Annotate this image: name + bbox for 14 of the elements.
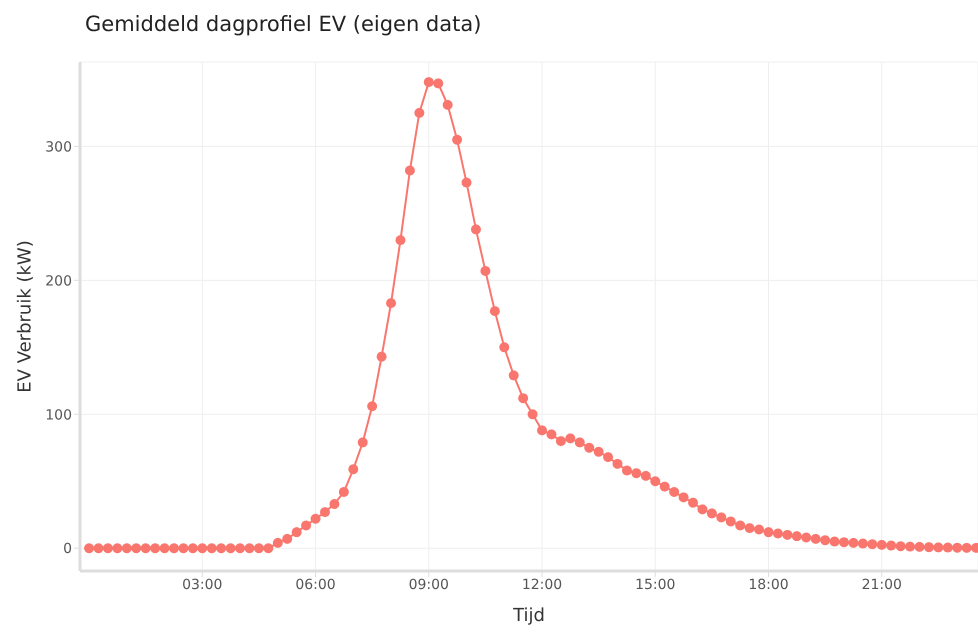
y-tick-label: 200: [45, 273, 72, 290]
x-tick-label: 15:00: [635, 576, 676, 593]
x-tick-label: 21:00: [862, 576, 902, 593]
x-tick-label: 03:00: [182, 576, 222, 593]
x-tick-label: 12:00: [522, 576, 562, 593]
x-tick-label: 18:00: [748, 576, 789, 593]
y-axis-title: EV Verbruik (kW): [14, 240, 36, 393]
x-axis-title: Tijd: [512, 605, 545, 626]
y-tick-label: 100: [45, 407, 72, 424]
chart-title: Gemiddeld dagprofiel EV (eigen data): [84, 11, 482, 38]
y-tick-label: 300: [45, 139, 72, 156]
x-tick-label: 06:00: [295, 576, 336, 593]
x-tick-label: 09:00: [408, 576, 449, 593]
y-tick-label: 0: [63, 541, 72, 558]
